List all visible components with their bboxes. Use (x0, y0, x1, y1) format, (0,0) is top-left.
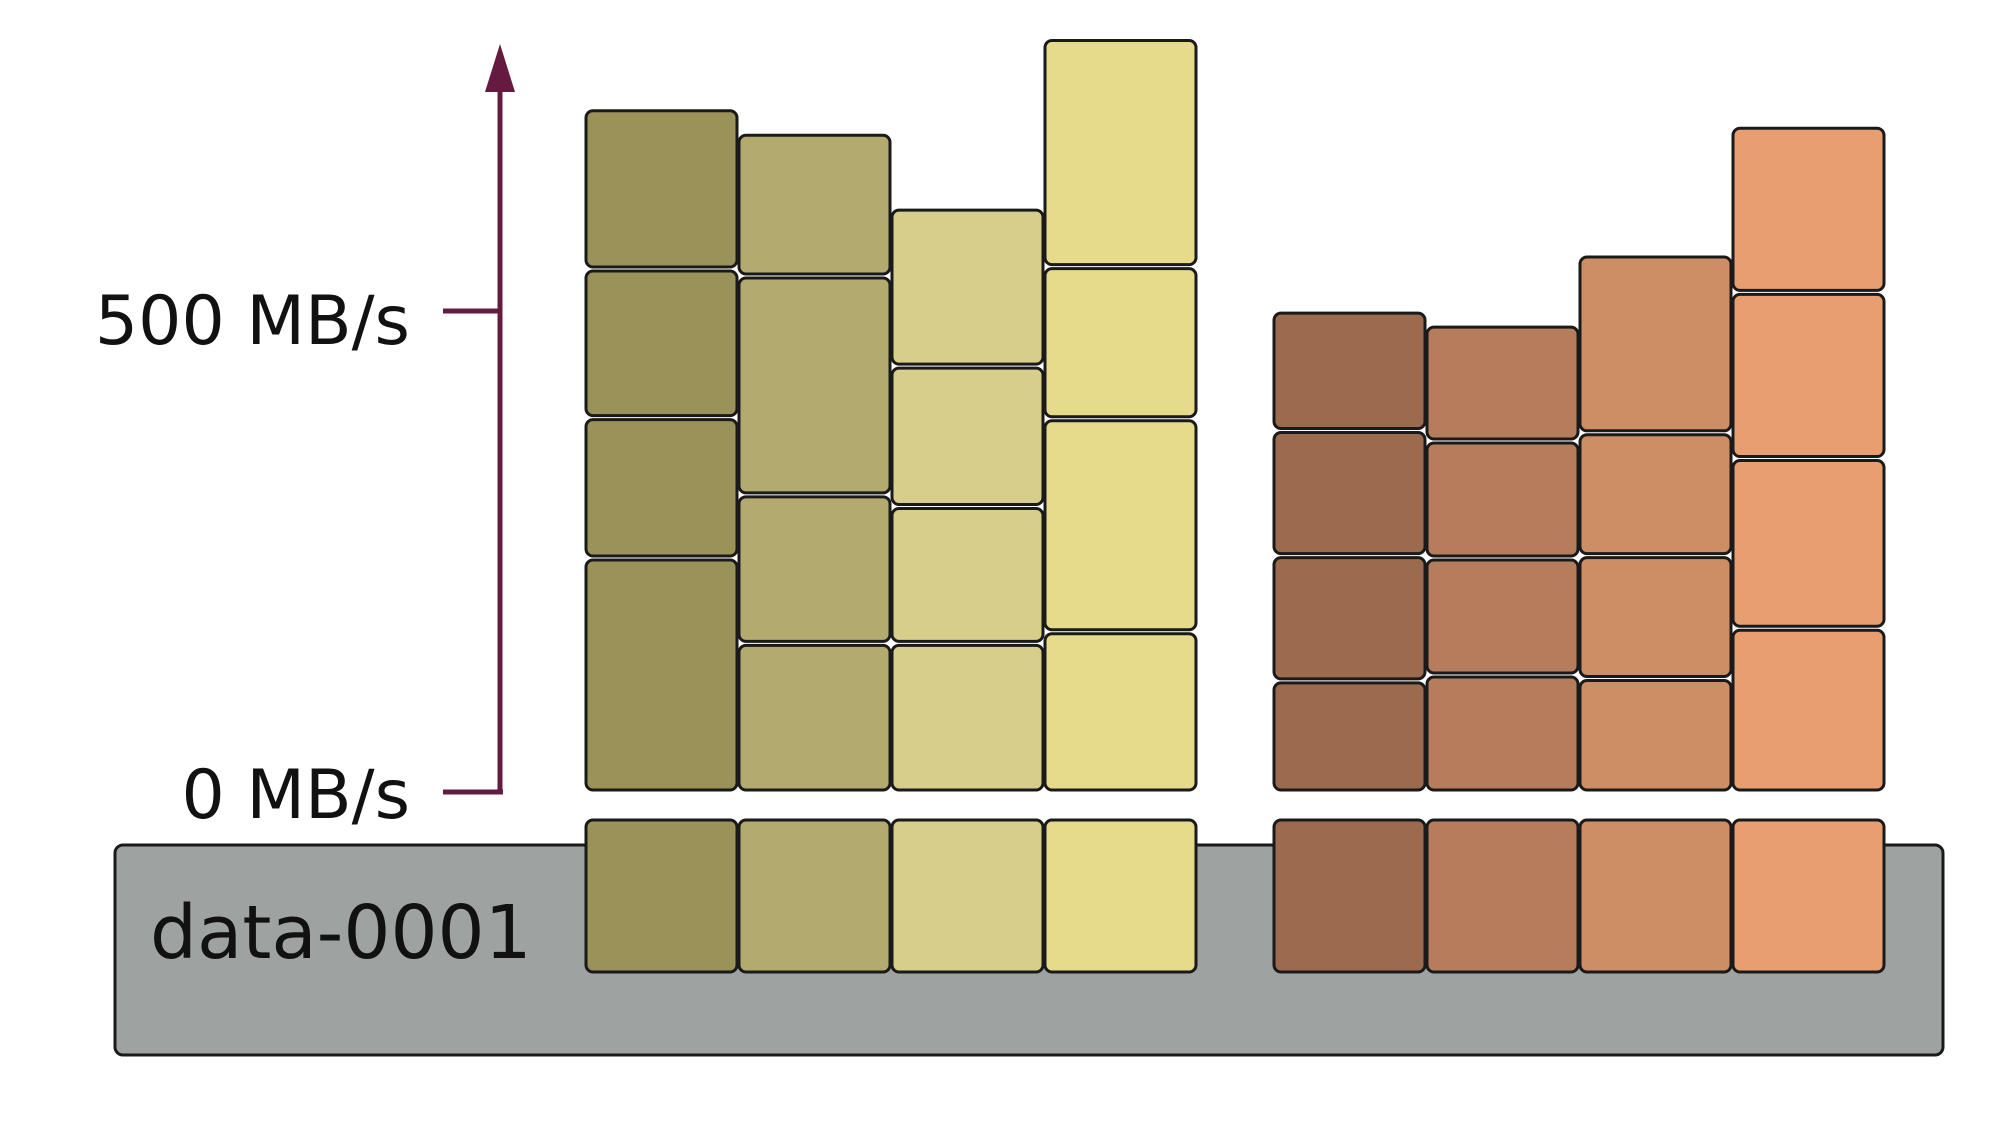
arrow-up-icon (485, 44, 515, 92)
throughput-block (1425, 675, 1580, 792)
throughput-block (737, 276, 892, 495)
throughput-block (890, 366, 1045, 507)
throughput-block (1578, 679, 1733, 792)
block-groups (584, 39, 1886, 974)
throughput-block (1043, 632, 1198, 792)
throughput-block (737, 495, 892, 643)
throughput-block (584, 269, 739, 418)
throughput-block (890, 507, 1045, 643)
throughput-block (1731, 292, 1886, 459)
throughput-axis: 500 MB/s 0 MB/s (95, 44, 515, 835)
throughput-block (890, 643, 1045, 792)
throughput-block (1731, 459, 1886, 628)
footprint-block (737, 818, 892, 974)
footprint-block (1578, 818, 1733, 974)
throughput-block (584, 109, 739, 269)
throughput-block (1731, 628, 1886, 792)
throughput-block (1731, 126, 1886, 292)
footprint-block (1272, 818, 1427, 974)
throughput-block (1578, 255, 1733, 433)
throughput-block (1043, 419, 1198, 632)
throughput-block (1043, 39, 1198, 267)
throughput-block (1578, 556, 1733, 679)
footprint-block (1425, 818, 1580, 974)
throughput-block (584, 418, 739, 558)
throughput-block (737, 643, 892, 792)
throughput-block (1425, 325, 1580, 441)
throughput-block (1043, 267, 1198, 419)
throughput-block (584, 558, 739, 792)
throughput-block (1272, 311, 1427, 430)
throughput-block (1425, 441, 1580, 558)
footprint-block (1043, 818, 1198, 974)
throughput-block (1272, 681, 1427, 792)
throughput-block (1272, 556, 1427, 681)
footprint-block (890, 818, 1045, 974)
throughput-block (737, 133, 892, 276)
throughput-block (1272, 430, 1427, 556)
throughput-block (1578, 433, 1733, 556)
host-label: data-0001 (150, 890, 532, 976)
throughput-block (890, 208, 1045, 366)
throughput-block (1425, 558, 1580, 675)
right-group (1272, 126, 1886, 974)
axis-label-bottom: 0 MB/s (181, 756, 410, 835)
footprint-block (1731, 818, 1886, 974)
left-group (584, 39, 1198, 974)
footprint-block (584, 818, 739, 974)
axis-label-top: 500 MB/s (95, 282, 410, 361)
